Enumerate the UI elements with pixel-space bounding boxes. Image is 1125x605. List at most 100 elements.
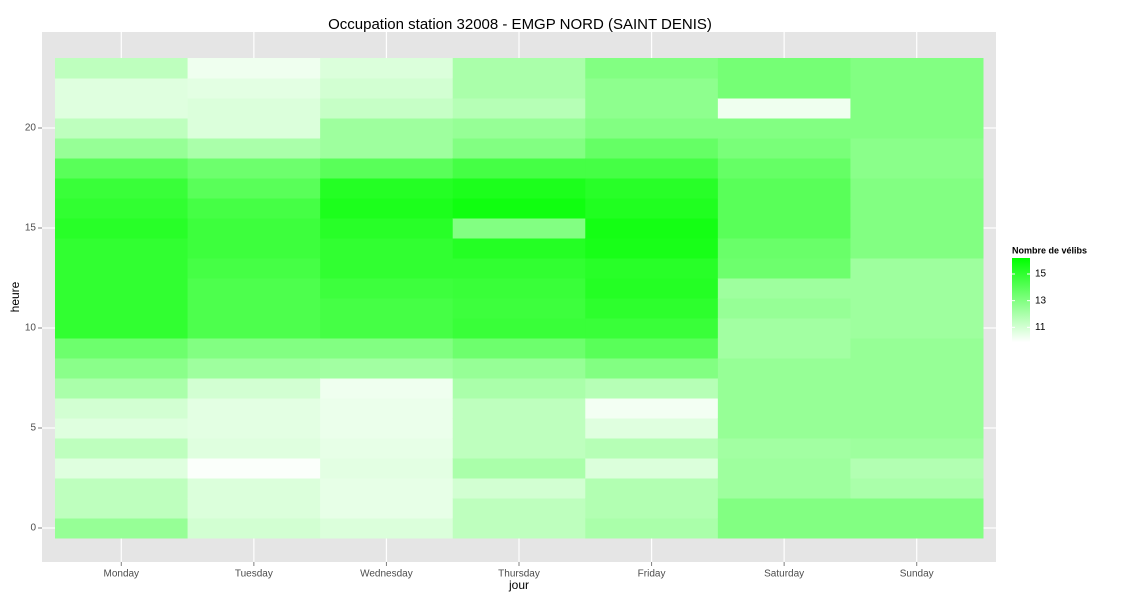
heat-cell: [717, 98, 851, 119]
heat-cell: [452, 438, 586, 459]
heat-cell: [717, 118, 851, 139]
heat-cell: [187, 238, 321, 259]
heat-cell: [187, 218, 321, 239]
heat-cell: [187, 478, 321, 499]
chart-title: Occupation station 32008 - EMGP NORD (SA…: [328, 16, 712, 33]
heat-cell: [187, 198, 321, 219]
heat-cell: [717, 378, 851, 399]
heat-cell: [850, 518, 984, 539]
heat-cell: [585, 318, 719, 339]
heat-cell: [850, 318, 984, 339]
heat-cell: [717, 498, 851, 519]
heat-cell: [717, 318, 851, 339]
heat-cell: [850, 258, 984, 279]
heat-cell: [585, 98, 719, 119]
heat-cell: [55, 318, 189, 339]
x-tick-label: Sunday: [900, 569, 934, 580]
heat-cell: [320, 498, 454, 519]
heat-cell: [850, 178, 984, 199]
heat-cell: [320, 338, 454, 359]
heat-cell: [55, 378, 189, 399]
heat-cell: [585, 58, 719, 79]
heat-cell: [452, 338, 586, 359]
heat-cell: [55, 138, 189, 159]
heat-cell: [187, 418, 321, 439]
heat-cell: [55, 198, 189, 219]
heat-cell: [320, 318, 454, 339]
heat-cell: [187, 298, 321, 319]
heat-cell: [187, 338, 321, 359]
heat-cell: [717, 138, 851, 159]
heat-cell: [55, 238, 189, 259]
heat-cell: [320, 58, 454, 79]
heat-cell: [717, 298, 851, 319]
heat-cell: [585, 518, 719, 539]
heat-cell: [850, 58, 984, 79]
heat-cell: [452, 198, 586, 219]
legend-title: Nombre de vélibs: [1012, 245, 1087, 255]
heat-cell: [320, 478, 454, 499]
y-tick-label: 15: [25, 223, 37, 234]
heat-cell: [585, 198, 719, 219]
heat-cell: [717, 478, 851, 499]
heat-cell: [585, 378, 719, 399]
heat-cell: [717, 178, 851, 199]
heat-cell: [187, 58, 321, 79]
heat-cell: [717, 58, 851, 79]
heat-cell: [55, 78, 189, 99]
heat-cell: [717, 258, 851, 279]
heat-cell: [850, 98, 984, 119]
heat-cell: [585, 418, 719, 439]
heat-cell: [187, 158, 321, 179]
x-tick-label: Tuesday: [235, 569, 273, 580]
heat-cell: [585, 398, 719, 419]
heat-cell: [55, 58, 189, 79]
heat-cell: [187, 518, 321, 539]
heat-cell: [452, 318, 586, 339]
heat-cell: [850, 78, 984, 99]
heat-cell: [55, 338, 189, 359]
heat-cell: [55, 98, 189, 119]
heat-cell: [320, 238, 454, 259]
heat-cell: [850, 358, 984, 379]
heat-cell: [320, 218, 454, 239]
heat-cell: [850, 158, 984, 179]
heat-cell: [585, 338, 719, 359]
heat-cell: [452, 358, 586, 379]
heat-cell: [850, 238, 984, 259]
heat-cell: [717, 238, 851, 259]
heat-cell: [717, 338, 851, 359]
legend-tick-label: 15: [1035, 269, 1047, 280]
heat-cell: [452, 258, 586, 279]
heat-cell: [585, 238, 719, 259]
heat-cell: [452, 178, 586, 199]
heat-cell: [452, 518, 586, 539]
heat-cell: [187, 398, 321, 419]
heat-cell: [55, 498, 189, 519]
x-tick-label: Monday: [103, 569, 139, 580]
heat-cell: [452, 238, 586, 259]
heat-cell: [717, 218, 851, 239]
heat-cell: [320, 138, 454, 159]
heat-cell: [717, 458, 851, 479]
heat-cell: [585, 218, 719, 239]
heat-cell: [717, 438, 851, 459]
heat-cell: [452, 78, 586, 99]
heat-cell: [320, 518, 454, 539]
heat-cell: [452, 378, 586, 399]
heat-cell: [320, 98, 454, 119]
heat-cell: [717, 398, 851, 419]
heat-cell: [850, 458, 984, 479]
x-tick-label: Thursday: [498, 569, 540, 580]
heat-cell: [585, 258, 719, 279]
legend-colorbar: [1012, 258, 1030, 342]
heat-cell: [55, 418, 189, 439]
x-tick-label: Wednesday: [360, 569, 413, 580]
heat-cell: [717, 158, 851, 179]
heat-cell: [187, 98, 321, 119]
heat-cell: [320, 158, 454, 179]
heat-cell: [55, 298, 189, 319]
x-axis-title: jour: [508, 578, 529, 592]
heat-cell: [452, 58, 586, 79]
